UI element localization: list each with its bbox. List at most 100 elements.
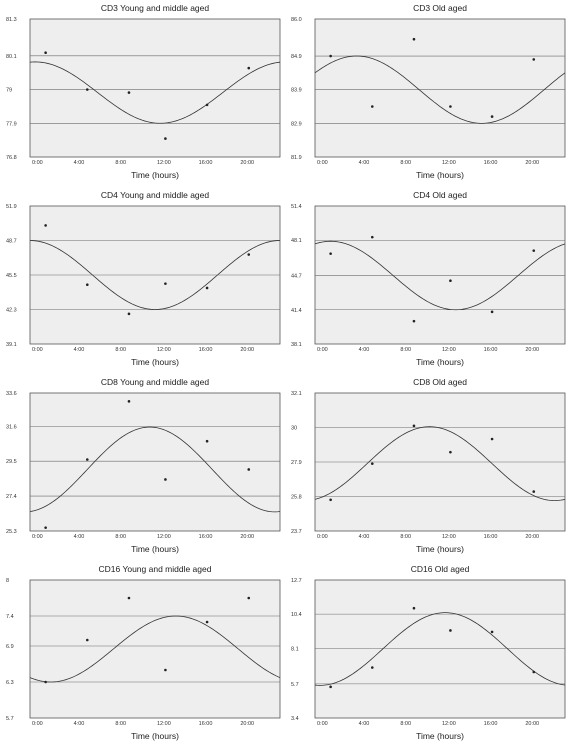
data-point	[490, 630, 494, 634]
x-axis-label: Time (hours)	[131, 357, 179, 367]
chart-svg: CD3 Young and middle aged 76.8 77.9 79 80.1 8…	[6, 3, 281, 180]
x-tick-label: 4:00	[74, 347, 85, 353]
x-tick-label: 16:00	[484, 160, 498, 166]
x-tick-label: 16:00	[199, 347, 213, 353]
chart-title: CD8 Old aged	[413, 377, 467, 387]
y-tick-label: 41.4	[291, 308, 302, 314]
plot-area	[314, 579, 566, 719]
y-tick-label: 31.6	[6, 424, 17, 430]
chart-svg: CD4 Old aged 38.1 41.4 44.7 48.1 51.4 0:00 4:00…	[291, 190, 566, 367]
plot-area	[29, 18, 281, 158]
chart-title: CD16 Old aged	[411, 564, 470, 574]
x-tick-label: 20:00	[240, 347, 254, 353]
chart-svg: CD8 Young and middle aged 25.3 27.4 29.5 31.…	[6, 377, 281, 554]
x-axis-label: Time (hours)	[416, 731, 464, 741]
x-tick-label: 4:00	[359, 721, 370, 727]
data-point	[164, 282, 167, 285]
y-tick-label: 77.9	[6, 121, 17, 127]
x-tick-label: 16:00	[199, 534, 213, 540]
data-point	[449, 279, 452, 283]
chart-svg: CD16 Old aged 3.4 5.7 8.1 10.4 12.7 0:00 4:00 8:…	[291, 564, 566, 741]
y-tick-label: 5.7	[291, 682, 299, 688]
data-point	[247, 253, 251, 256]
y-tick-label: 42.3	[6, 308, 17, 314]
data-point	[329, 252, 332, 256]
data-point	[412, 37, 416, 41]
data-point	[247, 66, 251, 70]
data-point	[85, 88, 89, 91]
chart-svg: CD4 Young and middle aged 39.1 42.3 45.5 48.…	[6, 190, 281, 367]
fit-curve	[29, 61, 281, 124]
x-tick-label: 8:00	[400, 160, 411, 166]
x-tick-label: 0:00	[317, 721, 328, 727]
y-tick-label: 12.7	[291, 578, 302, 584]
chart-title: CD4 Old aged	[413, 190, 467, 200]
y-tick-label: 45.5	[6, 273, 17, 279]
chart-svg: CD3 Old aged 81.9 82.9 83.9 84.9 86.0 0:00 4:00…	[291, 3, 566, 180]
x-tick-label: 0:00	[317, 534, 328, 540]
x-tick-label: 4:00	[74, 721, 85, 727]
x-tick-label: 16:00	[484, 721, 498, 727]
y-tick-label: 81.9	[291, 155, 302, 161]
x-tick-label: 12:00	[157, 347, 171, 353]
x-tick-label: 4:00	[74, 534, 85, 540]
y-tick-label: 6.9	[6, 644, 14, 650]
fit-curve	[29, 240, 281, 310]
data-point	[490, 310, 494, 314]
x-tick-label: 8:00	[115, 534, 126, 540]
data-point	[412, 319, 416, 323]
data-point	[205, 103, 209, 107]
chart-title: CD4 Young and middle aged	[101, 190, 209, 200]
x-tick-label: 12:00	[442, 721, 456, 727]
x-tick-label: 4:00	[74, 160, 85, 166]
chart-panel-5: CD8 Young and middle aged 25.3 27.4 29.5 31.…	[0, 374, 285, 561]
data-point	[127, 312, 131, 316]
y-tick-label: 83.9	[291, 88, 302, 94]
y-tick-label: 39.1	[6, 342, 17, 348]
x-tick-label: 20:00	[240, 534, 254, 540]
y-tick-label: 27.4	[6, 494, 17, 500]
y-tick-label: 51.9	[6, 204, 17, 210]
chart-title: CD8 Young and middle aged	[101, 377, 209, 387]
x-tick-label: 4:00	[359, 534, 370, 540]
chart-title: CD16 Young and middle aged	[99, 564, 212, 574]
y-tick-label: 38.1	[291, 342, 302, 348]
data-point	[370, 666, 374, 669]
x-tick-label: 0:00	[32, 160, 43, 166]
x-tick-label: 0:00	[32, 721, 43, 727]
y-tick-label: 23.7	[291, 529, 302, 535]
y-tick-label: 25.8	[291, 495, 302, 501]
x-axis-label: Time (hours)	[131, 544, 179, 554]
x-tick-label: 0:00	[317, 347, 328, 353]
data-point	[532, 58, 536, 61]
x-tick-label: 20:00	[240, 160, 254, 166]
y-tick-label: 5.7	[6, 716, 14, 722]
data-point	[85, 283, 89, 287]
data-point	[85, 458, 89, 461]
data-point	[44, 51, 47, 55]
y-tick-label: 8	[6, 578, 9, 584]
data-point	[412, 606, 416, 610]
data-point	[490, 115, 494, 118]
x-tick-label: 8:00	[115, 347, 126, 353]
chart-svg: CD8 Old aged 23.7 25.8 27.9 30 32.1 0:00 4:00 8:…	[291, 377, 566, 554]
fit-curve	[314, 612, 566, 686]
plot-area	[29, 392, 281, 532]
y-tick-label: 3.4	[291, 716, 299, 722]
data-point	[247, 468, 251, 471]
x-tick-label: 0:00	[32, 534, 43, 540]
data-point	[490, 437, 494, 441]
chart-panel-4: CD4 Old aged 38.1 41.4 44.7 48.1 51.4 0:00 4:00…	[285, 187, 570, 374]
x-tick-label: 16:00	[199, 160, 213, 166]
y-tick-label: 29.5	[6, 459, 17, 465]
data-point	[205, 620, 209, 624]
plot-area	[314, 18, 566, 158]
y-tick-label: 79	[6, 88, 12, 94]
chart-panel-3: CD4 Young and middle aged 39.1 42.3 45.5 48.…	[0, 187, 285, 374]
data-point	[164, 668, 167, 672]
x-tick-label: 8:00	[400, 534, 411, 540]
data-point	[329, 685, 332, 689]
x-tick-label: 8:00	[115, 160, 126, 166]
data-point	[329, 54, 332, 58]
